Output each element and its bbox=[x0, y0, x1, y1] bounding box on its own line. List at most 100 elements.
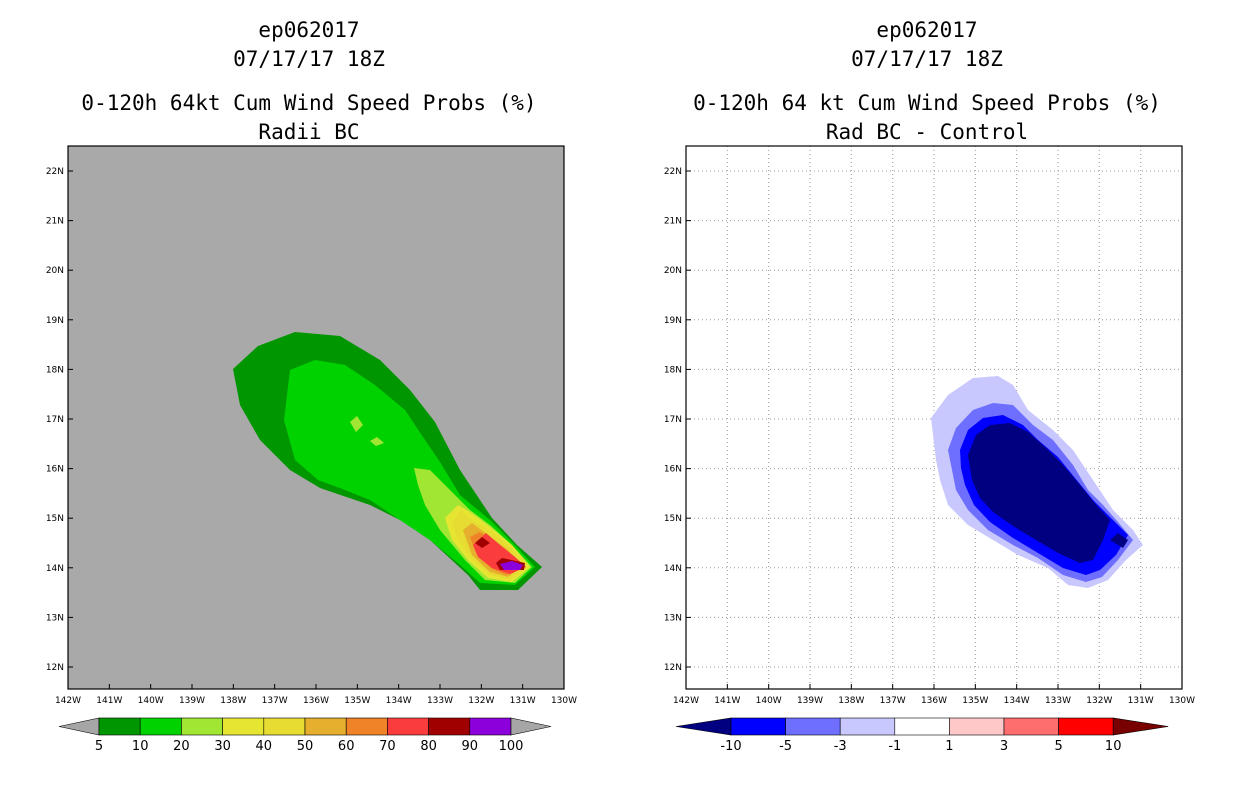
contour-30-spot bbox=[456, 509, 466, 527]
lon-label: 140W bbox=[756, 696, 782, 706]
colorbar-under-arrow bbox=[58, 717, 100, 736]
lon-label: 138W bbox=[838, 696, 864, 706]
colorbar-label: 1 bbox=[945, 739, 953, 754]
lon-label: 134W bbox=[1004, 696, 1030, 706]
colorbar-swatch bbox=[1003, 717, 1059, 736]
colorbar-label: 70 bbox=[379, 739, 396, 754]
colorbar-swatch bbox=[949, 717, 1005, 736]
left-colorbar: 5 10 20 30 40 50 60 70 80 90 100 bbox=[58, 717, 552, 754]
diff-contour-minus10 bbox=[968, 423, 1110, 563]
left-title-storm: ep062017 bbox=[258, 18, 360, 42]
lat-label: 21N bbox=[46, 217, 64, 227]
lon-label: 134W bbox=[386, 696, 412, 706]
colorbar-label: 100 bbox=[499, 739, 524, 754]
lon-label: 141W bbox=[714, 696, 740, 706]
colorbar-swatch bbox=[181, 717, 223, 736]
lon-label: 141W bbox=[96, 696, 122, 706]
colorbar-label: 80 bbox=[420, 739, 437, 754]
colorbar-swatch bbox=[839, 717, 896, 736]
lat-label: 13N bbox=[664, 613, 682, 623]
lat-label: 22N bbox=[46, 167, 64, 177]
right-title-date: 07/17/17 18Z bbox=[851, 47, 1003, 71]
colorbar-label: 5 bbox=[95, 739, 103, 754]
lat-label: 18N bbox=[664, 365, 682, 375]
colorbar-label: 30 bbox=[214, 739, 231, 754]
right-title-subtitle: Rad BC - Control bbox=[825, 120, 1029, 144]
lon-label: 132W bbox=[468, 696, 494, 706]
colorbar-label: -3 bbox=[834, 739, 847, 754]
colorbar-label: 10 bbox=[1105, 739, 1122, 754]
left-probability-contours bbox=[233, 332, 542, 590]
lon-label: 138W bbox=[220, 696, 246, 706]
colorbar-swatch bbox=[139, 717, 182, 736]
lon-label: 135W bbox=[962, 696, 988, 706]
colorbar-swatch bbox=[222, 717, 265, 736]
colorbar-label: 20 bbox=[173, 739, 190, 754]
left-title-product: 0-120h 64kt Cum Wind Speed Probs (%) bbox=[81, 91, 537, 115]
left-panel: ep062017 07/17/17 18Z 0-120h 64kt Cum Wi… bbox=[46, 18, 577, 754]
lon-label: 130W bbox=[1169, 696, 1195, 706]
lon-label: 142W bbox=[55, 696, 81, 706]
contour-20b bbox=[350, 416, 363, 432]
lat-label: 19N bbox=[46, 316, 64, 326]
colorbar-over-arrow bbox=[510, 717, 552, 736]
contour-90 bbox=[500, 561, 523, 570]
lon-label: 135W bbox=[344, 696, 370, 706]
colorbar-swatch bbox=[428, 717, 471, 736]
lat-label: 12N bbox=[664, 663, 682, 673]
contour-20c bbox=[370, 437, 384, 446]
left-title-subtitle: Radii BC bbox=[258, 120, 360, 144]
lat-label: 16N bbox=[664, 465, 682, 475]
lon-label: 136W bbox=[303, 696, 329, 706]
lon-label: 131W bbox=[1128, 696, 1154, 706]
lat-label: 22N bbox=[664, 167, 682, 177]
lat-label: 20N bbox=[664, 266, 682, 276]
lon-label: 142W bbox=[673, 696, 699, 706]
colorbar-swatch bbox=[469, 717, 512, 736]
colorbar-swatch bbox=[345, 717, 388, 736]
lat-label: 16N bbox=[46, 465, 64, 475]
colorbar-label: 3 bbox=[1000, 739, 1008, 754]
lon-label: 133W bbox=[1045, 696, 1071, 706]
lon-label: 139W bbox=[797, 696, 823, 706]
diff-contour-minus10b bbox=[1110, 533, 1128, 548]
lon-label: 136W bbox=[921, 696, 947, 706]
colorbar-swatch bbox=[304, 717, 347, 736]
colorbar-swatch bbox=[387, 717, 429, 736]
colorbar-label: 90 bbox=[462, 739, 479, 754]
lat-label: 19N bbox=[664, 316, 682, 326]
lon-label: 132W bbox=[1086, 696, 1112, 706]
colorbar-swatch bbox=[894, 717, 950, 736]
colorbar-under-arrow bbox=[675, 717, 732, 736]
right-colorbar: -10 -5 -3 -1 1 3 5 10 bbox=[675, 717, 1169, 754]
lon-label: 131W bbox=[510, 696, 536, 706]
colorbar-swatch bbox=[98, 717, 141, 736]
colorbar-label: 5 bbox=[1054, 739, 1062, 754]
colorbar-over-arrow bbox=[1112, 717, 1169, 736]
right-difference-contours bbox=[931, 376, 1143, 588]
colorbar-label: -1 bbox=[888, 739, 901, 754]
lat-label: 15N bbox=[664, 514, 682, 524]
lon-label: 133W bbox=[427, 696, 453, 706]
left-axis-ticks: 22N 21N 20N 19N 18N 17N 16N 15N 14N 13N 12N 142W 141… bbox=[46, 167, 577, 706]
colorbar-swatch bbox=[263, 717, 306, 736]
colorbar-swatch bbox=[730, 717, 786, 736]
right-panel: ep062017 07/17/17 18Z 0-120h 64 kt Cum W… bbox=[618, 0, 1236, 800]
lon-label: 137W bbox=[880, 696, 906, 706]
left-title-date: 07/17/17 18Z bbox=[233, 47, 385, 71]
lat-label: 17N bbox=[46, 415, 64, 425]
right-axis-ticks: 22N 21N 20N 19N 18N 17N 16N 15N 14N 13N 12N 142W 141… bbox=[664, 167, 1195, 706]
colorbar-label: 60 bbox=[338, 739, 355, 754]
contour-80 bbox=[475, 537, 490, 548]
lon-label: 140W bbox=[138, 696, 164, 706]
colorbar-label: -10 bbox=[720, 739, 741, 754]
lat-label: 14N bbox=[46, 564, 64, 574]
lat-label: 18N bbox=[46, 365, 64, 375]
lat-label: 20N bbox=[46, 266, 64, 276]
lon-label: 130W bbox=[551, 696, 577, 706]
lat-label: 14N bbox=[664, 564, 682, 574]
lat-label: 13N bbox=[46, 613, 64, 623]
lat-label: 12N bbox=[46, 663, 64, 673]
right-title-storm: ep062017 bbox=[876, 18, 978, 42]
lon-label: 137W bbox=[262, 696, 288, 706]
